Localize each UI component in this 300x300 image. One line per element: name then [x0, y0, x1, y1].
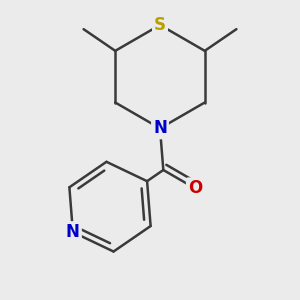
- Text: O: O: [188, 179, 202, 197]
- Text: S: S: [154, 16, 166, 34]
- Text: N: N: [153, 119, 167, 137]
- Text: N: N: [66, 223, 80, 241]
